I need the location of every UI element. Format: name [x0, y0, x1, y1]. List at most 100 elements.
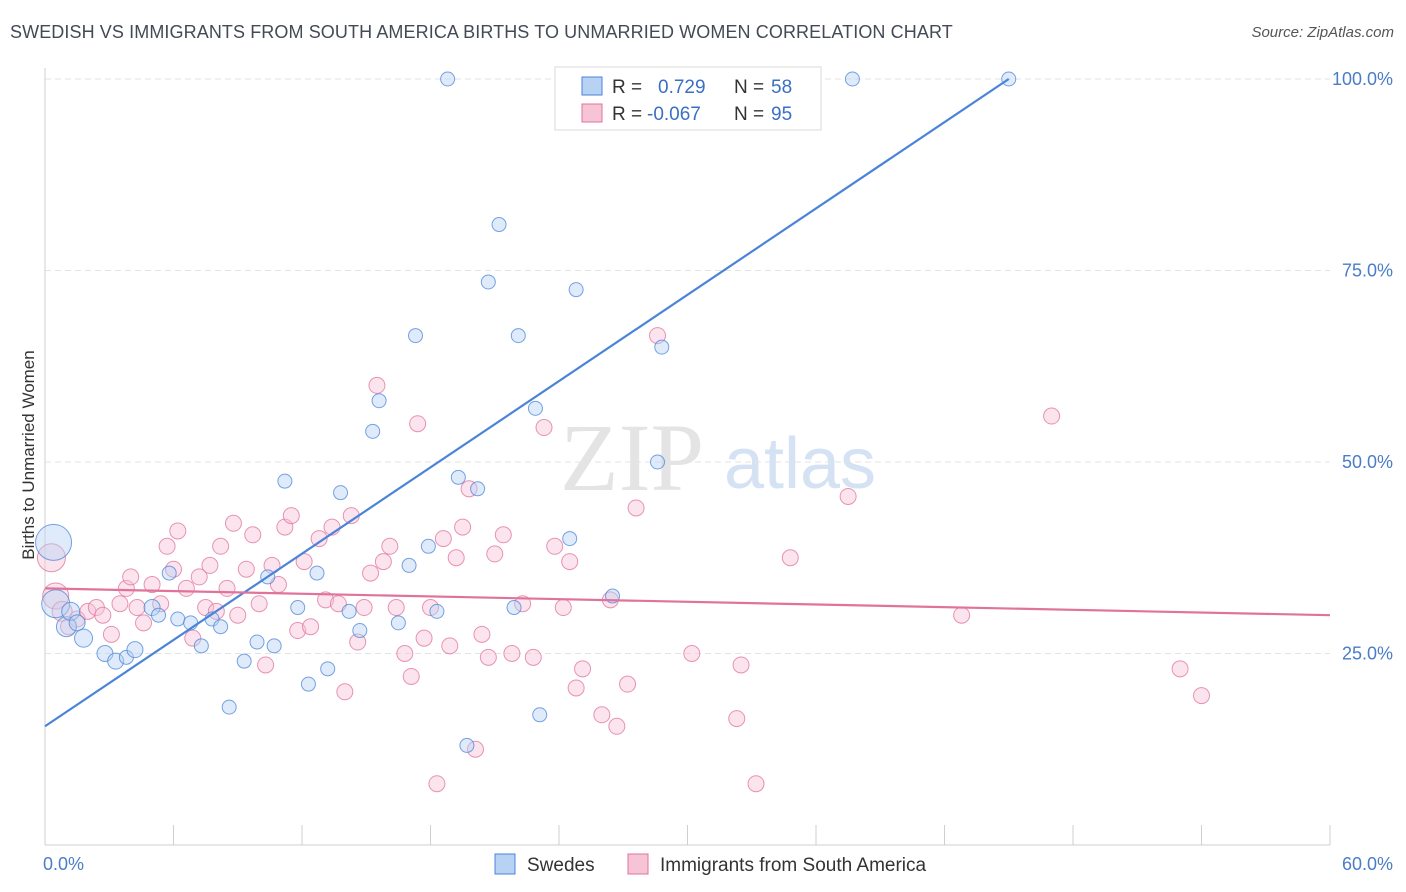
immigrants-point — [111, 595, 129, 613]
x-tick-label-min: 0.0% — [43, 854, 84, 874]
swedes-point — [491, 217, 507, 233]
chart-title: SWEDISH VS IMMIGRANTS FROM SOUTH AMERICA… — [10, 22, 953, 42]
y-tick-labels: 25.0% 50.0% 75.0% 100.0% — [1332, 69, 1393, 664]
swedes-point — [236, 653, 252, 669]
immigrants-point — [374, 553, 392, 571]
swedes-point — [401, 557, 417, 573]
watermark-atlas: atlas — [724, 424, 876, 504]
swedes-point — [213, 619, 229, 635]
legend-swatch-immigrants — [581, 103, 603, 123]
swedes-point — [365, 423, 381, 439]
swedes-point — [420, 538, 436, 554]
immigrants-point — [561, 553, 579, 571]
swedes-point — [844, 71, 860, 87]
series-legend-label-swedes: Swedes — [527, 855, 595, 876]
immigrants-point — [165, 560, 182, 578]
immigrants-point — [135, 614, 153, 632]
trend-lines — [44, 78, 1331, 728]
legend-r-value-immigrants: -0.067 — [647, 104, 701, 125]
y-tick-label: 75.0% — [1342, 261, 1393, 281]
immigrants-point — [524, 648, 542, 666]
swedes-point — [440, 71, 456, 87]
immigrants-point — [368, 376, 386, 394]
immigrants-point — [402, 667, 420, 685]
watermark-zip: ZIP — [560, 404, 704, 511]
immigrants-point — [310, 530, 328, 548]
immigrants-point — [434, 530, 452, 548]
immigrants-point — [494, 526, 512, 544]
immigrants-point — [747, 775, 765, 793]
x-tick-label-max: 60.0% — [1342, 854, 1393, 874]
swedes-point — [161, 565, 177, 581]
swedes-point — [352, 623, 368, 639]
legend-n-value-swedes: 58 — [771, 77, 792, 98]
legend-n-label-immigrants: N = — [734, 104, 764, 125]
series-legend-swatch-immigrants — [627, 853, 649, 875]
immigrants-point — [349, 633, 367, 651]
immigrants-point — [190, 568, 208, 586]
immigrants-point — [454, 518, 472, 536]
y-tick-label: 25.0% — [1342, 644, 1393, 664]
immigrants-point — [212, 537, 230, 555]
swedes-point — [341, 603, 357, 619]
swedes-point — [126, 641, 144, 659]
swedes-trend-line — [44, 78, 1010, 728]
immigrants-point — [302, 618, 320, 636]
immigrants-point — [122, 568, 140, 586]
immigrants-point — [355, 599, 373, 617]
immigrants-point — [546, 537, 564, 555]
series-swedes-points — [35, 71, 1017, 753]
immigrants-point — [250, 595, 268, 613]
swedes-point — [68, 614, 86, 632]
immigrants-point — [381, 537, 399, 555]
immigrants-point — [201, 556, 219, 574]
swedes-point — [470, 481, 486, 497]
immigrants-point — [1043, 407, 1061, 425]
immigrants-point — [839, 487, 857, 505]
swedes-point — [151, 607, 167, 623]
immigrants-point — [567, 679, 585, 697]
immigrants-point — [554, 599, 572, 617]
swedes-point — [221, 699, 237, 715]
swedes-point — [450, 469, 466, 485]
immigrants-point — [428, 775, 446, 793]
swedes-point — [650, 454, 666, 470]
immigrants-point — [396, 645, 414, 662]
swedes-point — [143, 599, 161, 617]
immigrants-point — [169, 522, 187, 540]
swedes-point — [320, 661, 336, 677]
immigrants-point — [128, 599, 146, 617]
immigrants-point — [728, 710, 746, 728]
swedes-point — [277, 473, 293, 489]
immigrants-point — [683, 645, 701, 662]
immigrants-point — [574, 660, 592, 678]
swedes-point — [249, 634, 265, 650]
immigrants-point — [415, 629, 433, 647]
swedes-point — [371, 393, 387, 409]
immigrants-trend-line — [44, 587, 1331, 617]
immigrants-point — [102, 625, 120, 643]
immigrants-point — [781, 549, 799, 567]
immigrants-point — [244, 526, 262, 544]
y-axis-label: Births to Unmarried Women — [19, 350, 38, 559]
series-immigrants-points — [36, 327, 1210, 793]
swedes-point — [654, 339, 670, 355]
swedes-point — [300, 676, 316, 692]
x-tick-labels: 0.0% 60.0% — [43, 854, 1393, 874]
swedes-point — [309, 565, 325, 581]
swedes-point — [74, 628, 94, 648]
immigrants-point — [441, 637, 459, 655]
immigrants-point — [732, 656, 750, 674]
immigrants-point — [158, 537, 176, 555]
swedes-point — [55, 616, 77, 638]
immigrants-point — [237, 560, 255, 578]
immigrants-point — [619, 675, 637, 693]
legend-n-label-swedes: N = — [734, 77, 764, 98]
immigrants-point — [229, 606, 247, 624]
immigrants-point — [289, 622, 307, 640]
swedes-point — [510, 328, 526, 344]
swedes-point — [193, 638, 209, 654]
immigrants-point — [460, 480, 478, 498]
legend-r-label-swedes: R = — [612, 77, 642, 98]
